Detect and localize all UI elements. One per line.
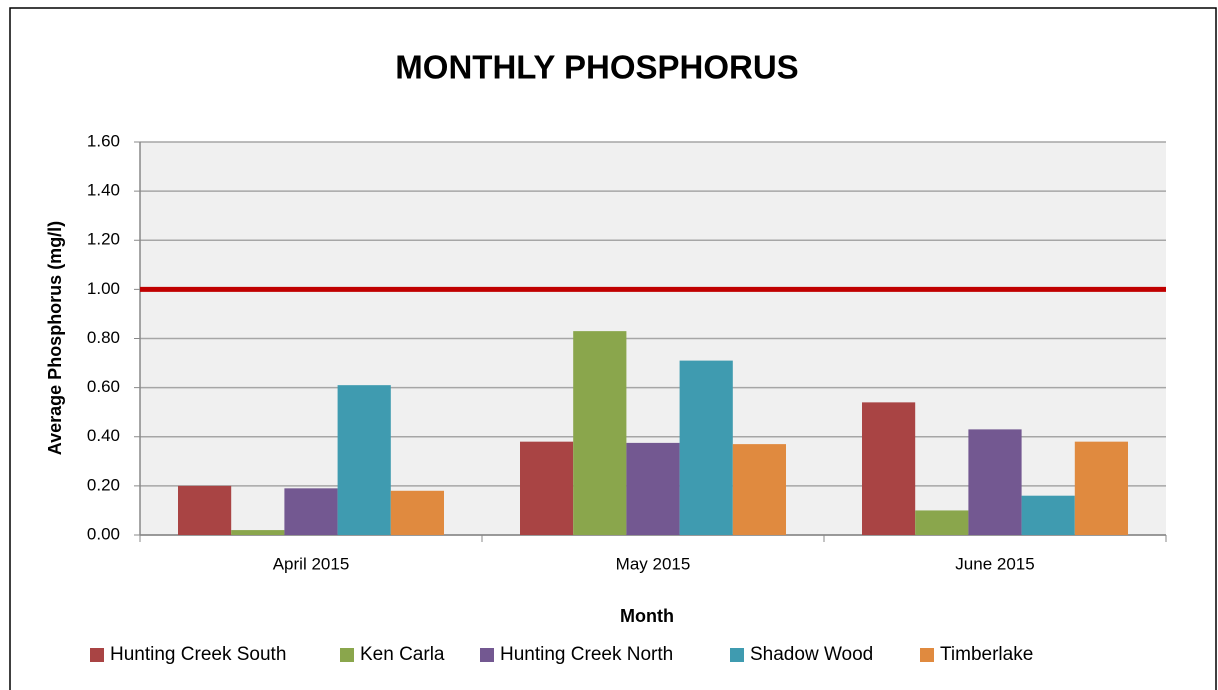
legend-text: Hunting Creek North: [500, 644, 673, 665]
legend-text: Ken Carla: [360, 644, 445, 665]
bar: [732, 444, 786, 535]
x-tick-label: June 2015: [955, 554, 1034, 573]
bar: [1074, 441, 1128, 535]
bar: [520, 441, 574, 535]
bar: [968, 429, 1022, 535]
bar: [284, 488, 338, 535]
bar: [178, 485, 232, 535]
x-tick-label: May 2015: [616, 554, 691, 573]
x-tick-label: April 2015: [273, 554, 350, 573]
legend-swatch: [730, 648, 744, 662]
y-axis-title: Average Phosphorus (mg/l): [45, 221, 65, 455]
bar: [626, 442, 680, 535]
legend-swatch: [920, 648, 934, 662]
chart-title: MONTHLY PHOSPHORUS: [395, 49, 798, 86]
y-tick-label: 1.00: [87, 279, 120, 298]
bar: [337, 385, 391, 535]
bar: [573, 331, 627, 535]
y-tick-label: 1.40: [87, 181, 120, 200]
legend-swatch: [480, 648, 494, 662]
y-tick-label: 0.20: [87, 475, 120, 494]
legend-swatch: [340, 648, 354, 662]
bar: [231, 530, 285, 535]
bar: [915, 510, 969, 535]
legend-swatch: [90, 648, 104, 662]
bar: [390, 490, 444, 535]
x-axis-title: Month: [620, 606, 674, 626]
legend-text: Timberlake: [940, 644, 1033, 665]
bar: [679, 360, 733, 535]
y-tick-label: 1.20: [87, 230, 120, 249]
y-tick-label: 0.80: [87, 328, 120, 347]
y-tick-label: 0.60: [87, 377, 120, 396]
y-tick-label: 1.60: [87, 131, 120, 150]
legend-text: Shadow Wood: [750, 644, 873, 665]
bar: [1021, 495, 1075, 535]
y-tick-label: 0.00: [87, 524, 120, 543]
y-tick-label: 0.40: [87, 426, 120, 445]
legend-text: Hunting Creek South: [110, 644, 286, 665]
bar: [862, 402, 916, 535]
